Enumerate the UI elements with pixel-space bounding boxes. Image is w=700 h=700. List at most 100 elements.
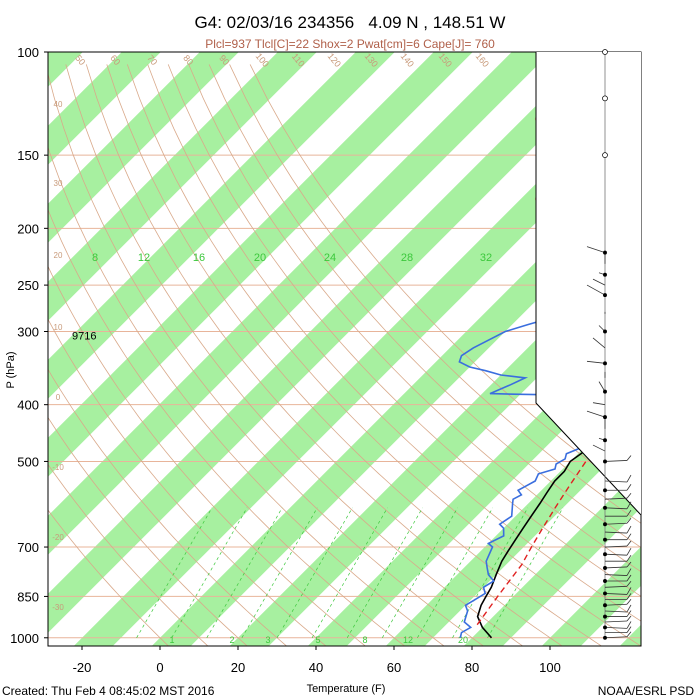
- mixing-ratio-label: 5: [315, 635, 320, 645]
- x-tick-label: 100: [539, 660, 561, 675]
- temperature-band: [694, 25, 700, 650]
- y-tick-label: 250: [17, 278, 39, 293]
- dry-adiabat-label: 120: [326, 51, 343, 69]
- mixing-ratio-label: 3: [265, 635, 270, 645]
- wind-barb-station: [603, 579, 607, 583]
- wind-barb-station: [603, 438, 607, 443]
- wind-barb-flag: [626, 621, 632, 629]
- mixing-ratio-line: [346, 507, 423, 638]
- wind-barb-station: [603, 272, 607, 277]
- wind-barb-flag: [626, 554, 632, 562]
- x-tick-label: 20: [231, 660, 245, 675]
- dry-adiabat-label: 80: [181, 53, 195, 67]
- temperature-band: [48, 52, 551, 555]
- wind-barb: [604, 522, 628, 525]
- mixing-ratio-label: 28: [401, 252, 413, 264]
- chart-subtitle: Plcl=937 Tlcl[C]=22 Shox=2 Pwat[cm]=6 Ca…: [205, 37, 495, 51]
- left-scale-label: -10: [52, 463, 64, 472]
- y-tick-label: 500: [17, 454, 39, 469]
- mixing-ratio-label: 24: [324, 252, 336, 264]
- wind-barb-flag: [626, 615, 632, 622]
- wind-barb: [604, 531, 628, 534]
- wind-barb-station: [603, 361, 607, 366]
- wind-barb-flag: [626, 604, 632, 613]
- height-annotation: 9716: [72, 331, 96, 343]
- wind-barb-flag: [626, 492, 632, 499]
- wind-barb-station: [603, 250, 607, 255]
- wind-barb: [604, 545, 628, 548]
- dry-adiabat: [208, 64, 641, 548]
- wind-barb: [604, 626, 628, 629]
- y-tick-label: 1000: [10, 631, 39, 646]
- wind-barb-flag: [626, 548, 632, 556]
- dry-adiabat: [106, 64, 603, 646]
- mixing-ratio-line: [452, 507, 529, 638]
- wind-barb-flag: [626, 593, 632, 600]
- temperature-band: [48, 52, 317, 321]
- right-mask: [536, 52, 641, 515]
- wind-barb: [592, 337, 606, 349]
- wind-barb-flag: [626, 474, 632, 483]
- wind-barb-flag: [626, 455, 632, 461]
- wind-barb: [604, 636, 628, 639]
- dry-adiabat: [48, 265, 366, 646]
- wind-barb: [586, 410, 606, 418]
- temperature-band: [48, 52, 473, 477]
- wind-barb-flag: [626, 631, 632, 638]
- temperature-band: [48, 52, 629, 633]
- dry-adiabat: [48, 368, 288, 646]
- temperature-band: [463, 468, 641, 646]
- wind-barb: [604, 497, 628, 500]
- wind-barb-flag: [626, 581, 632, 587]
- temperature-band: [48, 52, 239, 243]
- dry-adiabat-label: 70: [145, 53, 159, 67]
- mixing-ratio-label: 1: [169, 635, 174, 645]
- mixing-ratio-label: 32: [480, 252, 492, 264]
- chart-title: G4: 02/03/16 234356 4.09 N , 148.51 W: [194, 13, 506, 32]
- dry-adiabat: [229, 64, 641, 524]
- dry-adiabat-label: 90: [217, 53, 231, 67]
- mixing-ratio-line: [241, 507, 318, 638]
- left-scale-label: 0: [56, 393, 61, 402]
- wind-barb: [586, 246, 606, 253]
- wind-barb-flag: [626, 501, 632, 510]
- y-tick-label: 150: [17, 148, 39, 163]
- mixing-ratio-label: 20: [254, 252, 266, 264]
- wind-barb-flag: [626, 568, 632, 576]
- y-tick-label: 300: [17, 324, 39, 339]
- wind-barb-station: [603, 293, 607, 298]
- mixing-ratio-line: [311, 507, 388, 638]
- wind-barb-station: [602, 95, 608, 102]
- mixing-ratio-label: 16: [193, 252, 205, 264]
- mixing-ratio-label: 8: [362, 635, 367, 645]
- dry-adiabat-label: 160: [474, 51, 491, 69]
- dry-adiabat: [147, 64, 641, 622]
- mixing-ratio-label: 20: [458, 635, 468, 645]
- wind-barb: [604, 593, 628, 595]
- wind-barb-station: [603, 488, 607, 493]
- dry-adiabat: [48, 318, 327, 646]
- wind-barb: [604, 610, 628, 613]
- temperature-band: [307, 312, 641, 646]
- temperature-band: [73, 78, 641, 646]
- wind-barb-station: [603, 329, 607, 334]
- wind-barb-station: [602, 49, 608, 55]
- wind-barb-station: [603, 625, 607, 630]
- wind-barb-station: [603, 552, 607, 557]
- right-edge: [535, 52, 642, 516]
- dry-adiabat: [48, 509, 170, 646]
- mixing-ratio-line: [136, 507, 213, 638]
- wind-barb-station: [603, 459, 607, 464]
- mixing-ratio-label: 12: [403, 635, 413, 645]
- wind-barb-station: [603, 614, 607, 619]
- y-tick-label: 700: [17, 540, 39, 555]
- wind-barb: [604, 620, 628, 623]
- left-scale-label: 30: [54, 179, 63, 188]
- wind-barb-flag: [626, 484, 632, 491]
- dry-adiabat: [85, 64, 563, 646]
- wind-barb-station: [603, 591, 607, 596]
- wind-barb-flag: [626, 509, 632, 517]
- wind-barb: [586, 284, 606, 296]
- wind-barb: [604, 507, 628, 510]
- mixing-ratio-label: 12: [138, 252, 150, 264]
